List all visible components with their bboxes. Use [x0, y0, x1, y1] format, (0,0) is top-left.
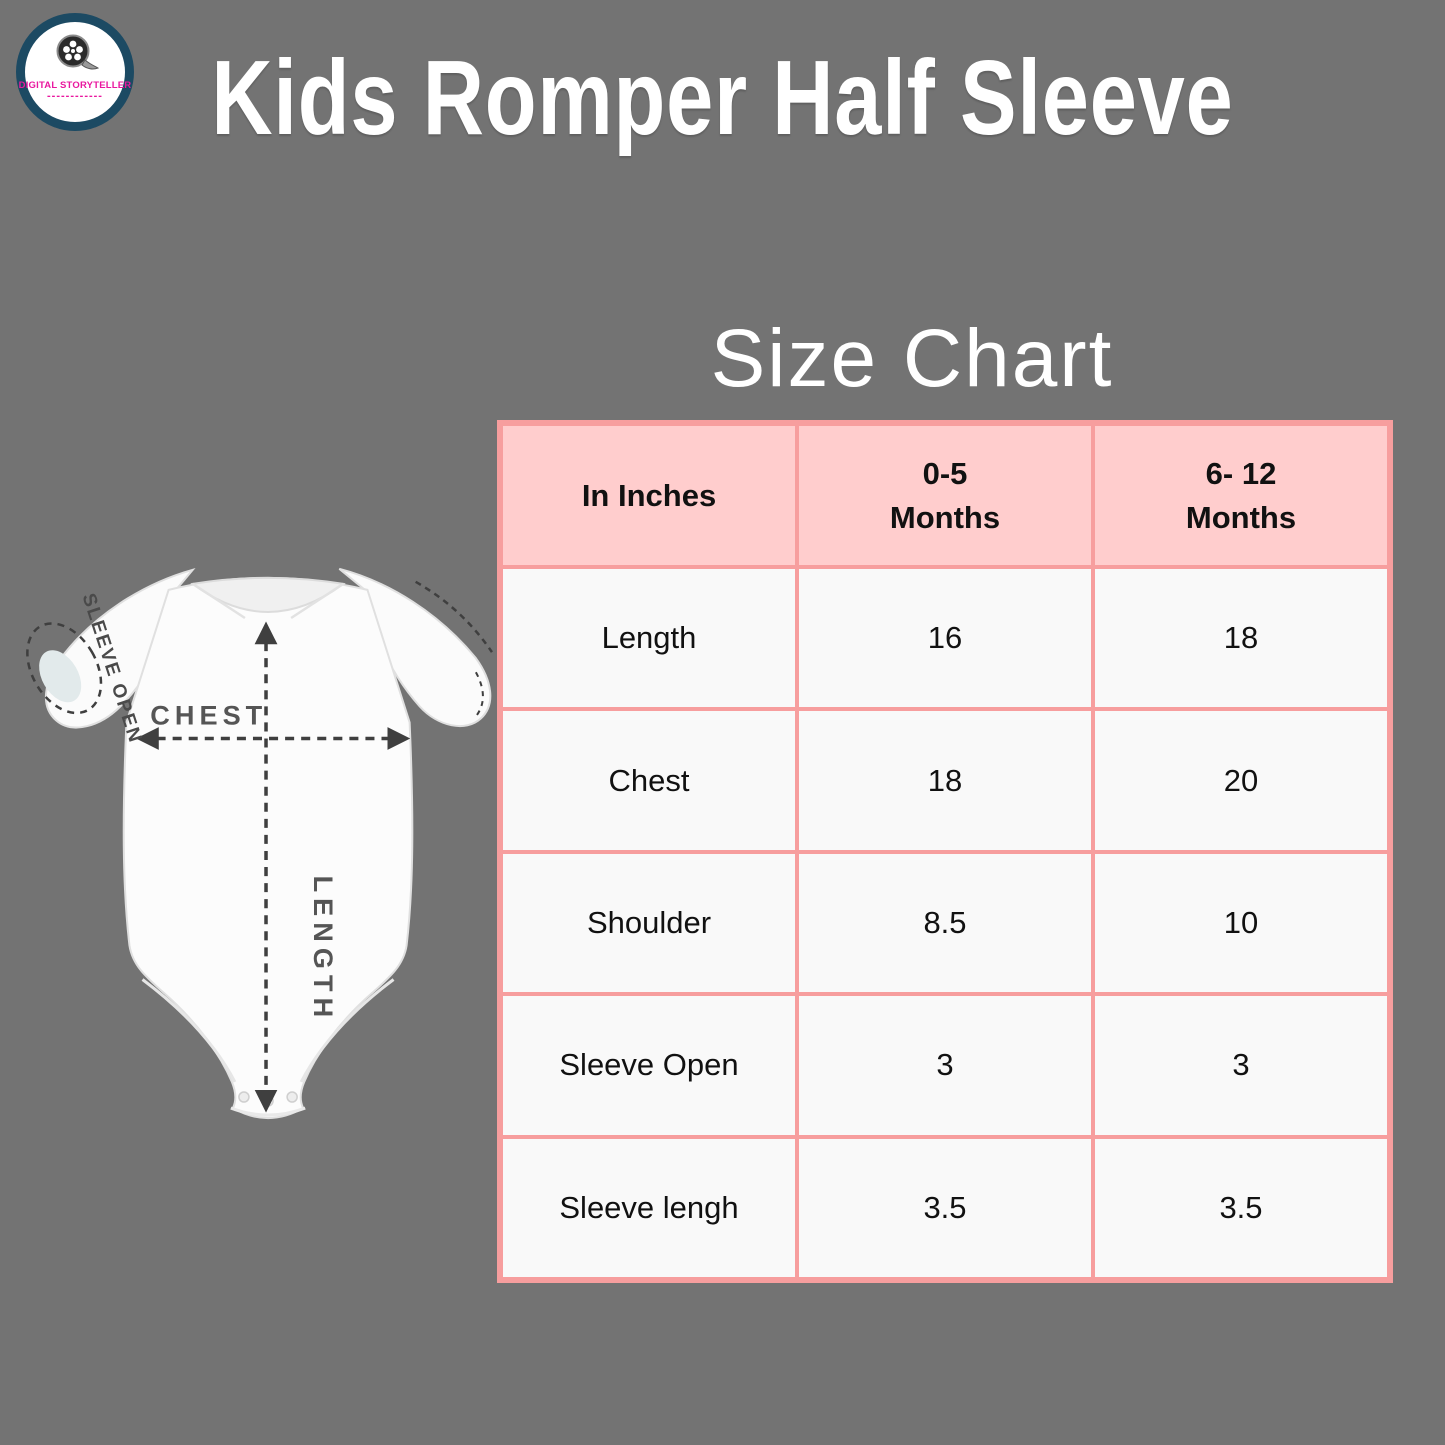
brand-logo: DIGITAL STORYTELLER ------------: [16, 13, 134, 131]
flap-edge: [230, 1106, 306, 1117]
right-shoulder-fold: [290, 582, 345, 620]
row-value: 3.5: [799, 1138, 1091, 1277]
chest-label: CHEST: [150, 699, 267, 730]
length-label: LENGTH: [308, 876, 339, 1024]
row-value: 10: [1095, 853, 1387, 993]
romper-diagram: CHEST LENGTH SLEEVE OPEN: [22, 552, 502, 1168]
row-value: 3: [1095, 996, 1387, 1135]
row-label: Chest: [503, 711, 795, 850]
size-chart-heading: Size Chart: [710, 313, 1114, 404]
romper-right-sleeve: [338, 567, 492, 728]
brand-name: DIGITAL STORYTELLER: [18, 80, 132, 91]
row-label: Sleeve lengh: [503, 1138, 795, 1277]
row-value: 3: [799, 996, 1091, 1135]
row-value: 3.5: [1095, 1138, 1387, 1277]
row-value: 18: [1095, 569, 1387, 708]
brand-underline-dashes: ------------: [47, 90, 103, 102]
right-cuff-dashes: [475, 671, 484, 718]
row-value: 20: [1095, 711, 1387, 850]
table-header-0-5-months: 0-5 Months: [799, 426, 1091, 565]
left-shoulder-fold: [192, 582, 246, 620]
left-leg-fold: [141, 978, 237, 1083]
header-label: 0-5: [922, 456, 968, 492]
row-value: 16: [799, 569, 1091, 708]
table-header-in-inches: In Inches: [503, 426, 795, 565]
film-reel-icon: [56, 34, 100, 70]
sleeve-open-ellipse: [26, 622, 103, 715]
right-sleeve-dashes: [415, 580, 493, 653]
romper-body: [122, 576, 414, 1119]
row-value: 8.5: [799, 853, 1091, 993]
page-title: Kids Romper Half Sleeve: [211, 39, 1234, 157]
right-leg-fold: [299, 978, 395, 1083]
row-label: Length: [503, 569, 795, 708]
size-table: In Inches 0-5 Months 6- 12 Months Length…: [497, 420, 1393, 1283]
left-cuff-shade: [39, 650, 82, 703]
header-label: 6- 12: [1205, 456, 1277, 492]
row-value: 18: [799, 711, 1091, 850]
romper-illustration: CHEST LENGTH SLEEVE OPEN: [26, 567, 493, 1119]
row-label: Shoulder: [503, 853, 795, 993]
row-label: Sleeve Open: [503, 996, 795, 1135]
header-label: In Inches: [581, 477, 717, 513]
header-label: Months: [1185, 499, 1297, 535]
header-label: Months: [889, 499, 1001, 535]
table-header-6-12-months: 6- 12 Months: [1095, 426, 1387, 565]
